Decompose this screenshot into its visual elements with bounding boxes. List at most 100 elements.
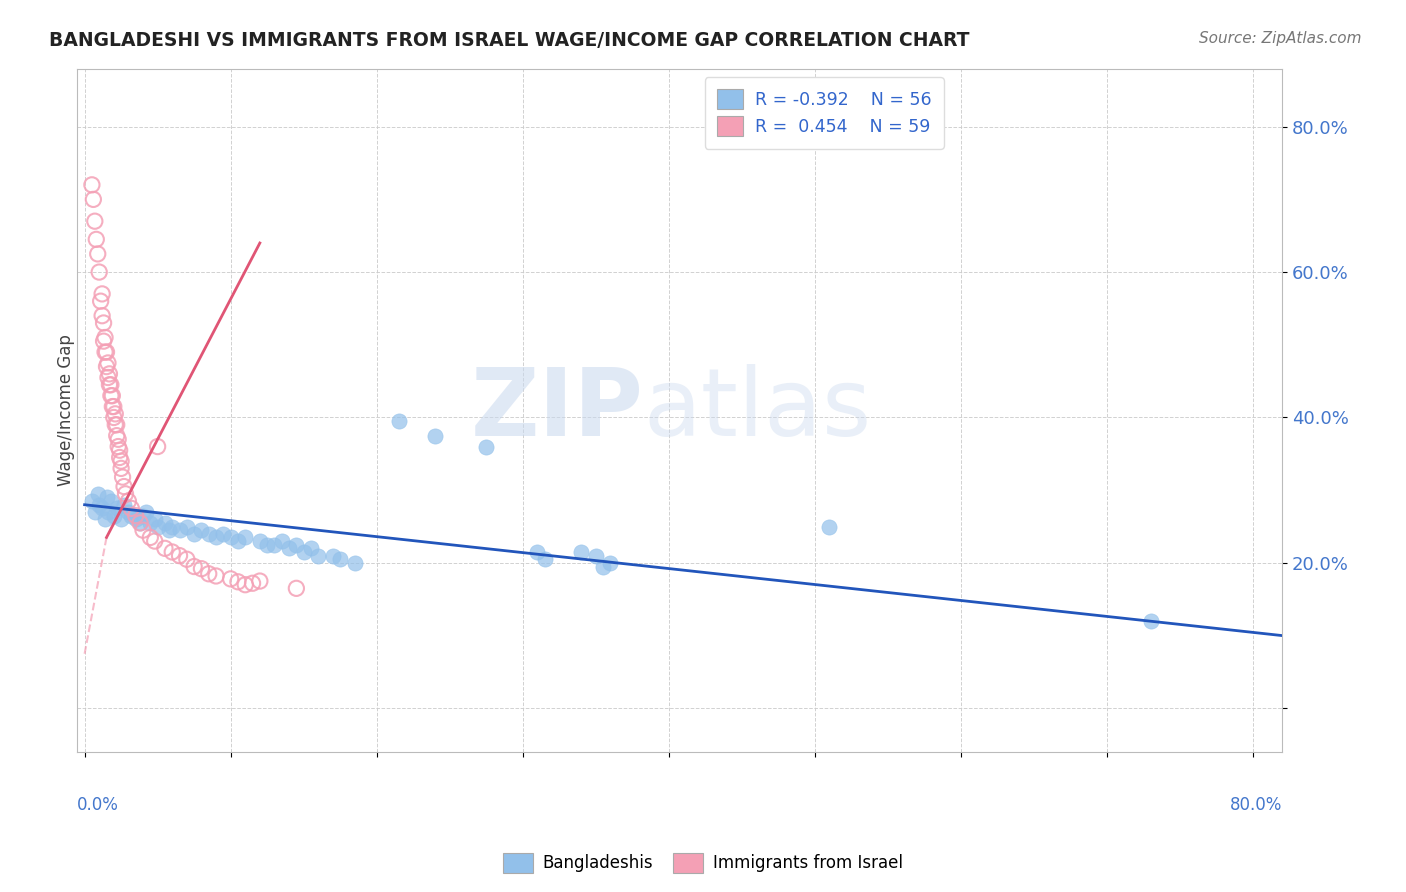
Point xyxy=(98,377,121,392)
Point xyxy=(242,576,264,591)
Point xyxy=(212,526,235,541)
Point xyxy=(249,574,271,588)
Point xyxy=(292,545,315,559)
Point xyxy=(120,508,142,523)
Point xyxy=(83,505,105,519)
Point xyxy=(526,545,548,559)
Point xyxy=(105,501,128,516)
Point xyxy=(105,417,128,432)
Point xyxy=(219,572,242,586)
Point xyxy=(98,367,121,381)
Point xyxy=(475,440,498,454)
Point xyxy=(114,487,136,501)
Point xyxy=(160,545,183,559)
Point xyxy=(117,505,139,519)
Point xyxy=(299,541,322,556)
Point xyxy=(343,556,366,570)
Point xyxy=(108,450,131,465)
Point xyxy=(112,498,135,512)
Point xyxy=(101,389,124,403)
Point xyxy=(160,519,183,533)
Point xyxy=(91,501,114,516)
Point xyxy=(270,534,292,549)
Point xyxy=(117,494,139,508)
Point xyxy=(285,538,308,552)
Point xyxy=(104,417,127,432)
Point xyxy=(93,334,115,348)
Point xyxy=(91,309,114,323)
Point xyxy=(388,414,411,428)
Point xyxy=(110,454,132,468)
Point xyxy=(169,523,191,537)
Point xyxy=(97,370,120,384)
Point xyxy=(82,193,104,207)
Point xyxy=(146,519,169,533)
Point xyxy=(143,534,166,549)
Point xyxy=(101,400,124,414)
Point xyxy=(80,494,103,508)
Point xyxy=(94,345,117,359)
Point xyxy=(176,552,198,566)
Point xyxy=(1139,614,1161,628)
Point xyxy=(107,440,129,454)
Point xyxy=(322,549,344,563)
Point xyxy=(87,487,110,501)
Point xyxy=(87,247,110,261)
Point xyxy=(80,178,103,192)
Point xyxy=(249,534,271,549)
Text: 0.0%: 0.0% xyxy=(77,797,120,814)
Point xyxy=(103,400,125,414)
Point xyxy=(105,428,128,442)
Text: BANGLADESHI VS IMMIGRANTS FROM ISRAEL WAGE/INCOME GAP CORRELATION CHART: BANGLADESHI VS IMMIGRANTS FROM ISRAEL WA… xyxy=(49,31,970,50)
Point xyxy=(135,505,157,519)
Point xyxy=(176,519,198,533)
Point xyxy=(100,389,122,403)
Point xyxy=(90,294,112,309)
Point xyxy=(233,577,256,591)
Point xyxy=(132,508,155,523)
Point xyxy=(233,531,256,545)
Y-axis label: Wage/Income Gap: Wage/Income Gap xyxy=(58,334,75,486)
Point xyxy=(205,531,228,545)
Legend: R = -0.392    N = 56, R =  0.454    N = 59: R = -0.392 N = 56, R = 0.454 N = 59 xyxy=(704,78,943,149)
Point xyxy=(569,545,592,559)
Point xyxy=(83,214,105,228)
Point xyxy=(197,526,219,541)
Point xyxy=(256,538,278,552)
Text: Source: ZipAtlas.com: Source: ZipAtlas.com xyxy=(1198,31,1361,46)
Text: atlas: atlas xyxy=(644,364,872,456)
Point xyxy=(307,549,329,563)
Point xyxy=(84,232,107,246)
Point xyxy=(94,330,117,344)
Text: 80.0%: 80.0% xyxy=(1230,797,1282,814)
Point xyxy=(103,410,125,425)
Point xyxy=(153,541,176,556)
Point xyxy=(96,345,118,359)
Point xyxy=(120,501,142,516)
Point xyxy=(89,265,111,279)
Point xyxy=(205,569,228,583)
Point xyxy=(169,549,191,563)
Point xyxy=(219,531,242,545)
Point xyxy=(125,512,148,526)
Point xyxy=(190,562,212,576)
Point xyxy=(110,512,132,526)
Point xyxy=(423,428,446,442)
Point xyxy=(592,559,614,574)
Point xyxy=(112,479,135,493)
Point xyxy=(132,523,155,537)
Point xyxy=(183,559,205,574)
Point xyxy=(139,516,162,530)
Text: ZIP: ZIP xyxy=(471,364,644,456)
Point xyxy=(111,470,134,484)
Point xyxy=(818,519,841,533)
Point xyxy=(89,498,111,512)
Point xyxy=(197,566,219,581)
Point xyxy=(107,432,129,446)
Point xyxy=(226,574,249,589)
Point xyxy=(263,538,285,552)
Point xyxy=(93,316,115,330)
Point xyxy=(97,505,120,519)
Point xyxy=(125,508,148,523)
Point xyxy=(108,443,131,458)
